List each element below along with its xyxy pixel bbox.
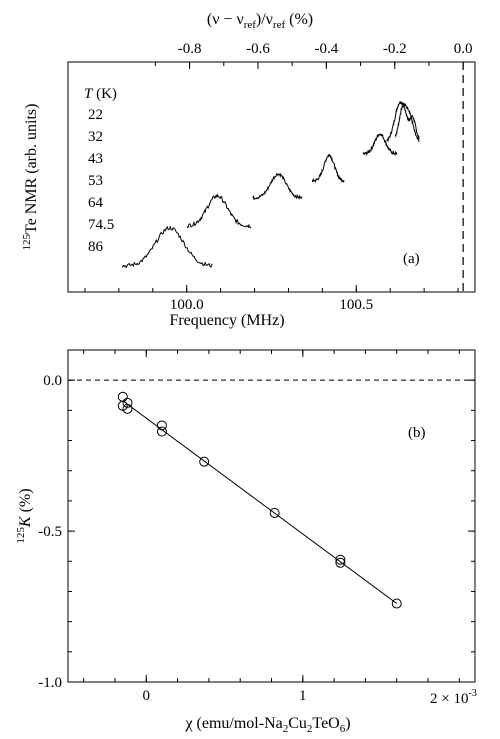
y-tick-label: 0.0	[43, 373, 62, 389]
panel-a-frame	[67, 61, 476, 293]
linear-fit-line	[122, 400, 398, 604]
spectrum-53K	[311, 153, 345, 184]
spectrum-22K	[394, 103, 420, 140]
top-tick-label: -0.8	[178, 41, 202, 57]
panel-a-top-axis-label: (ν − νref)/νref (%)	[207, 11, 313, 31]
panel-a-x-axis-label: Frequency (MHz)	[169, 312, 284, 329]
top-tick-label: 0.0	[454, 41, 473, 57]
legend-entry: 22	[88, 107, 103, 123]
top-tick-label: -0.6	[246, 41, 270, 57]
panel-b-ticks: 0 1 0.0 -0.5 -1.0	[38, 350, 475, 704]
panel-b-label: (b)	[408, 425, 426, 441]
legend-entry: 74.5	[88, 217, 114, 233]
data-point	[122, 397, 133, 408]
spectrum-74.5K	[186, 193, 252, 229]
data-point	[122, 403, 133, 414]
nmr-spectra	[121, 101, 420, 269]
x-tick-label: 100.5	[339, 297, 373, 313]
knight-shift-points	[117, 391, 402, 609]
panel-b-y-axis-label: 125K (%)	[15, 488, 34, 543]
spectrum-32K	[386, 101, 420, 143]
panel-b-x-axis-label: χ (emu/mol-Na2Cu2TeO6)	[184, 715, 350, 735]
panel-a-top-ticks: -0.8 -0.6 -0.4 -0.2 0.0	[154, 41, 473, 69]
top-tick-label: -0.4	[314, 41, 338, 57]
spectrum-43K	[362, 133, 398, 157]
data-point	[335, 557, 346, 568]
legend-entry: 53	[88, 173, 103, 189]
spectrum-86K	[121, 225, 213, 269]
legend-entry: 64	[88, 195, 104, 211]
y-tick-label: -0.5	[38, 524, 62, 540]
data-point	[156, 426, 167, 437]
legend-entry: 32	[88, 129, 103, 145]
panel-a-y-axis-label: 125Te NMR (arb. units)	[21, 104, 40, 251]
panel-a-label: (a)	[403, 251, 420, 267]
data-point	[117, 391, 128, 402]
temperature-legend: 22 32 43 53 64 74.5 86	[88, 107, 114, 255]
data-point	[199, 456, 210, 467]
data-point	[156, 420, 167, 431]
x-tick-label: 1	[299, 688, 307, 704]
panel-b: 0 1 0.0 -0.5 -1.0 (b) χ (emu/mol-Na2Cu2TeO6)…	[15, 349, 477, 735]
x-axis-multiplier: 2 × 10-3	[430, 688, 477, 707]
y-tick-label: -1.0	[38, 675, 62, 691]
top-tick-label: -0.2	[383, 41, 407, 57]
legend-title: T (K)	[84, 86, 117, 102]
legend-entry: 43	[88, 151, 103, 167]
spectrum-64K	[252, 172, 303, 201]
panel-a-bottom-ticks: 100.0 100.5	[84, 285, 459, 313]
x-tick-label: 100.0	[170, 297, 204, 313]
x-tick-label: 0	[143, 688, 151, 704]
data-point	[335, 554, 346, 565]
data-point	[269, 507, 280, 518]
data-point	[391, 598, 402, 609]
panel-a: 100.0 100.5 -0.8 -0.6 -0.4 -0.2 0.0 Frequency…	[21, 11, 476, 329]
legend-entry: 86	[88, 239, 104, 255]
